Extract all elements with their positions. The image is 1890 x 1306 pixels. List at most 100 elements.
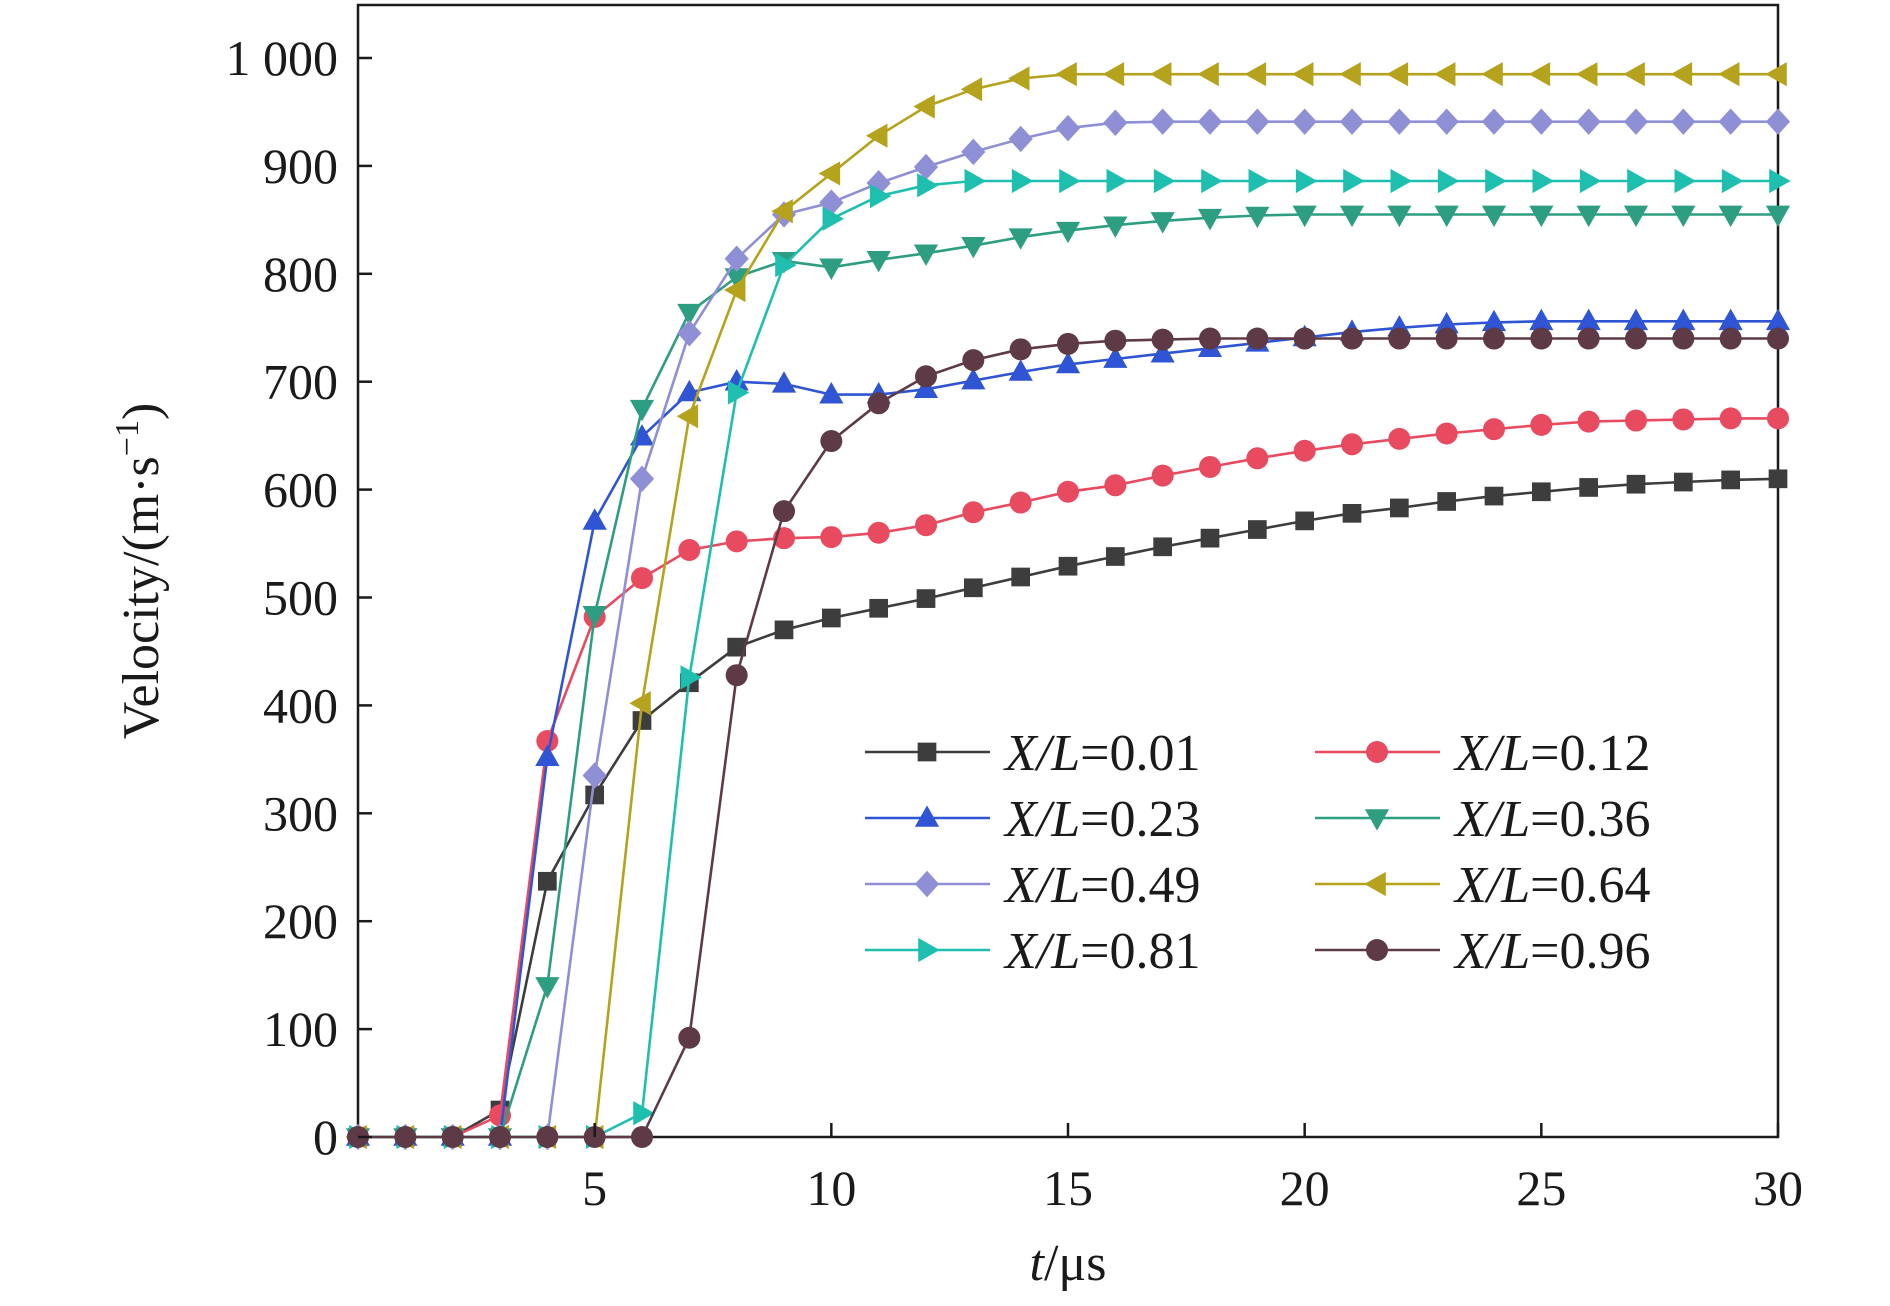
legend-item: X/L=0.64 [1315,857,1650,914]
y-tick-label: 200 [263,893,338,949]
data-point [869,184,892,209]
data-point [1484,486,1504,506]
data-point [678,539,701,562]
data-point [1529,205,1554,228]
data-point [1248,168,1270,194]
y-tick-label: 500 [263,570,338,626]
data-point [1435,327,1458,350]
data-point [1388,327,1411,350]
data-point [535,744,560,766]
data-point [1481,205,1507,228]
data-point [1626,474,1646,494]
data-point [1293,439,1316,462]
data-point [867,392,890,415]
data-point [1623,62,1645,87]
data-point [1388,427,1411,450]
data-point [822,206,844,231]
data-point [1387,108,1412,135]
data-point [1767,407,1789,430]
data-point [1579,168,1602,194]
data-point [1390,168,1412,194]
data-point [1623,308,1649,331]
data-point [913,153,939,181]
data-point [1718,308,1743,331]
data-point [819,381,844,404]
data-point [1055,351,1081,374]
data-point [1576,205,1601,228]
legend-item: X/L=0.36 [1315,791,1650,848]
data-point [1341,433,1363,456]
data-point [680,665,702,690]
data-point [1765,62,1787,87]
data-point [1721,168,1744,194]
data-point [961,367,986,390]
data-point [1009,491,1032,514]
data-point [916,589,936,608]
legend-swatch-marker [918,937,940,963]
data-point [1579,478,1599,497]
data-point [537,871,557,891]
data-point [1434,311,1459,334]
data-point [394,1126,417,1148]
data-point [489,1126,511,1148]
data-point [866,169,891,197]
data-point [582,605,607,628]
data-point [1718,62,1740,87]
data-point [1199,455,1221,478]
y-tick-label: 700 [263,354,338,410]
data-point [724,268,749,290]
data-point [1246,447,1269,470]
data-point [964,168,986,194]
data-point [1055,62,1077,87]
data-point [1481,108,1507,135]
data-point [1008,66,1030,91]
data-point [1103,109,1128,136]
data-point [1244,62,1267,87]
x-tick-label: 15 [1043,1160,1093,1216]
legend-item: X/L=0.01 [865,725,1200,782]
data-point [1200,528,1220,548]
data-point [441,1126,464,1148]
data-point [631,567,653,590]
data-point [1483,327,1505,350]
data-point [1485,168,1507,194]
data-point [1151,328,1174,351]
data-point [1625,409,1647,432]
data-point [1151,464,1174,487]
y-tick-label: 800 [263,246,338,302]
data-point [1767,327,1789,350]
data-point [1295,168,1318,194]
data-point [633,1101,655,1126]
data-point [866,250,891,273]
legend-label: X/L=0.96 [1453,923,1650,980]
y-tick-label: 300 [263,785,338,841]
y-axis-title: Velocity/(m·s−1) [109,403,170,740]
data-point [1529,108,1554,135]
data-point [1528,62,1551,87]
series-0-96 [347,327,1789,1148]
data-point [1670,62,1693,87]
legend-item: X/L=0.49 [865,857,1200,914]
data-point [582,508,607,530]
data-point [1389,498,1409,518]
series-layer [345,62,1791,1151]
data-point [819,189,844,216]
data-point [1387,205,1412,228]
legend: X/L=0.01 X/L=0.12 X/L=0.23 X/L=0.36 X/L=0.49… [865,725,1650,980]
data-point [1341,327,1363,350]
legend-label: X/L=0.81 [1003,923,1200,980]
data-point [821,608,841,628]
data-point [1197,108,1223,135]
data-point [585,785,605,805]
data-point [1577,327,1600,350]
data-point [629,399,655,422]
series-line [358,120,1778,1139]
x-tick-label: 30 [1753,1160,1803,1216]
data-point [962,501,985,524]
data-point [1481,309,1507,332]
data-point [913,244,939,266]
data-point [1530,413,1553,436]
data-point [773,500,795,523]
data-point [1055,114,1081,142]
